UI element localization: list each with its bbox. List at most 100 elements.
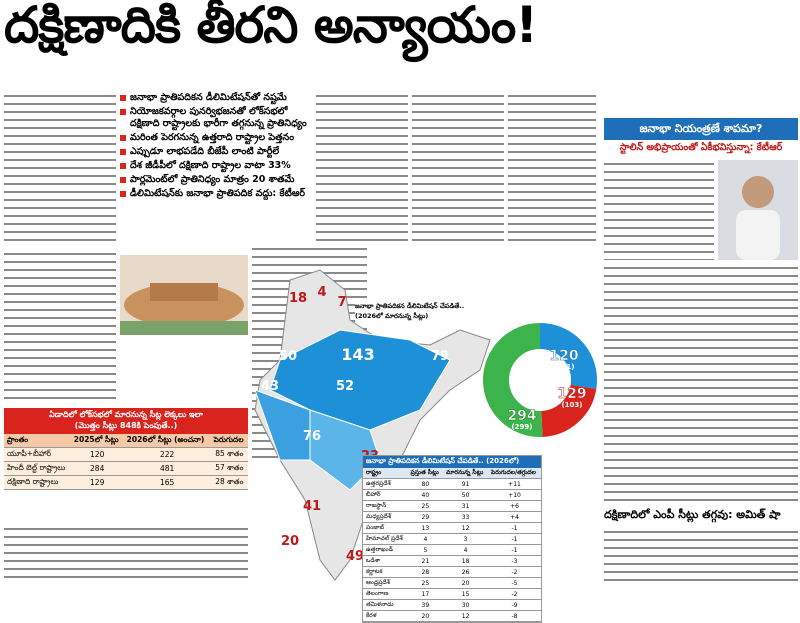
cell: 15 (443, 588, 489, 600)
cell: ఉత్తరప్రదేశ్ (363, 478, 408, 490)
cell: దక్షిణాది రాష్ట్రాలు (4, 475, 71, 490)
cell: 25 (407, 577, 444, 589)
map-caption: జనాభా ప్రాతిపదికన డీలిమిటేషన్ చేపడితే.. … (355, 302, 480, 322)
header-row: రాష్ట్రం ప్రస్తుత సీట్లు మారనున్న సీట్లు పె… (363, 468, 541, 479)
region-seats: 41 (303, 499, 321, 514)
body-text (604, 264, 798, 504)
region-seats: 52 (336, 379, 354, 394)
row: కర్ణాటక 28 26 -2 (363, 566, 541, 578)
body-text (412, 92, 504, 242)
row: ఉత్తరాఖండ్ 5 4 -1 (363, 544, 541, 556)
parliament-image (120, 255, 248, 335)
row: పంజాబ్ 13 12 -1 (363, 522, 541, 534)
cell: 129 (70, 475, 124, 490)
cell: +6 (488, 500, 541, 512)
bullet: డీలిమిటేషన్‌కు జనాభా ప్రాతిపదిక వద్దు: క… (120, 188, 310, 200)
cell: హిందీ బెల్ట్ రాష్ట్రాలు (4, 461, 71, 476)
region-seats: 43 (261, 379, 279, 394)
title: ఏడాదిలో లోక్‌సభలో మారనున్న సీట్ల లెక్కలు… (49, 410, 203, 419)
cell: 4 (443, 544, 489, 556)
region-seats: 7 (337, 295, 346, 310)
row: కేరళ 20 12 -8 (363, 610, 541, 622)
cell: +4 (488, 511, 541, 523)
pie-previous: (299) (511, 423, 532, 431)
cell: +10 (488, 489, 541, 501)
body-text (316, 92, 408, 242)
cell: 26 (443, 566, 489, 578)
cell: పంజాబ్ (363, 522, 408, 534)
body-text (4, 250, 116, 400)
page: దక్షిణాదికి తీరని అన్యాయం! జనాభా ప్రాతిప… (4, 0, 798, 623)
cell: 12 (443, 610, 489, 622)
cell: 120 (70, 447, 124, 462)
header-cell: రాష్ట్రం (363, 468, 408, 479)
region-seats: 18 (289, 291, 307, 306)
bullet: నియోజకవర్గాల పునర్విభజనతో లోక్‌సభలో దక్ష… (120, 106, 310, 130)
header-cell: ప్రాంతం (4, 434, 71, 448)
pie-chart: 120(141) 129(103) 294(299) (483, 323, 597, 437)
cell: 4 (407, 533, 444, 545)
cell: -2 (488, 588, 541, 600)
sidebar-bottom-title: దక్షిణాదిలో ఎంపీ సీట్లు తగ్గవు: అమిత్ షా (604, 508, 781, 521)
state-table-box: జనాభా ప్రాతిపదికన డీలిమిటేషన్ చేపడితే.. … (362, 455, 542, 623)
cell: 28 శాతం (210, 475, 248, 490)
cell: కర్ణాటక (363, 566, 408, 578)
headline: దక్షిణాదికి తీరని అన్యాయం! (4, 0, 538, 54)
cell: బీహార్ (363, 489, 408, 501)
row: ఉత్తరప్రదేశ్ 80 91 +11 (363, 478, 541, 490)
row: మధ్యప్రదేశ్ 29 33 +4 (363, 511, 541, 523)
cell: తెలంగాణ (363, 588, 408, 600)
cell: 12 (443, 522, 489, 534)
cell: 57 శాతం (210, 461, 248, 476)
cell: 30 (443, 599, 489, 611)
row: యూపీ+బీహార్ 120 222 85 శాతం (4, 447, 248, 462)
cell: 91 (443, 478, 489, 490)
cell: 165 (123, 475, 211, 490)
cell: 5 (407, 544, 444, 556)
photo (718, 160, 798, 260)
cell: -2 (488, 566, 541, 578)
cell: -3 (488, 555, 541, 567)
state-table-title: జనాభా ప్రాతిపదికన డీలిమిటేషన్ చేపడితే.. … (363, 456, 541, 468)
cell: 50 (443, 489, 489, 501)
cell: 85 శాతం (210, 447, 248, 462)
seats-table-box: ఏడాదిలో లోక్‌సభలో మారనున్న సీట్ల లెక్కలు… (4, 408, 248, 490)
cell: -5 (488, 577, 541, 589)
cell: 17 (407, 588, 444, 600)
region-seats: 76 (303, 429, 321, 444)
header-cell: 2026లో సీట్లు (అంచనా) (123, 434, 211, 448)
cell: 80 (407, 478, 444, 490)
row: దక్షిణాది రాష్ట్రాలు 129 165 28 శాతం (4, 475, 248, 490)
pie-value: 129 (557, 386, 586, 402)
cell: -1 (488, 522, 541, 534)
region-seats: 4 (317, 285, 326, 300)
header-cell: 2025లో సీట్లు (70, 434, 124, 448)
cell: -1 (488, 544, 541, 556)
header-cell: పెరుగుదల/తగ్గుదల (488, 468, 541, 479)
row: తమిళనాడు 39 30 -9 (363, 599, 541, 611)
header-row: ప్రాంతం 2025లో సీట్లు 2026లో సీట్లు (అంచనా… (4, 434, 248, 448)
pie-value: 294 (507, 408, 536, 424)
row: ఒడిశా 21 18 -3 (363, 555, 541, 567)
cell: +11 (488, 478, 541, 490)
cell: 28 (407, 566, 444, 578)
cell: 40 (407, 489, 444, 501)
row: తెలంగాణ 17 15 -2 (363, 588, 541, 600)
cell: -1 (488, 533, 541, 545)
seats-table-title: ఏడాదిలో లోక్‌సభలో మారనున్న సీట్ల లెక్కలు… (4, 408, 248, 434)
body-text (4, 92, 116, 247)
cell: 21 (407, 555, 444, 567)
region-seats: 143 (341, 345, 374, 364)
cell: తమిళనాడు (363, 599, 408, 611)
pie-value: 120 (549, 348, 578, 364)
bullet: దేశ జీడీపీలో దక్షిణాది రాష్ట్రాల వాటా 33… (120, 160, 310, 172)
cell: -9 (488, 599, 541, 611)
body-text (4, 525, 248, 583)
bullet: పార్లమెంట్‌లో ప్రాతినిధ్యం మాత్రం 20 శాత… (120, 174, 310, 186)
cell: ఆంధ్రప్రదేశ్ (363, 577, 408, 589)
header-cell: పెరుగుదల (210, 434, 248, 448)
cell: 222 (123, 447, 211, 462)
cell: 29 (407, 511, 444, 523)
body-text (508, 92, 596, 242)
cell: 481 (123, 461, 211, 476)
